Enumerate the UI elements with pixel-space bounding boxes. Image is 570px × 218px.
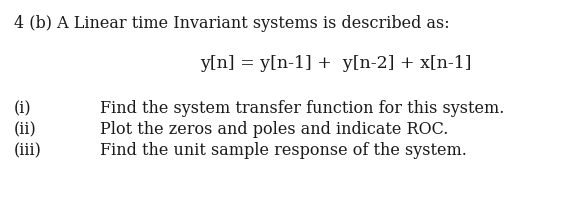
Text: y[n] = y[n-1] +  y[n-2] + x[n-1]: y[n] = y[n-1] + y[n-2] + x[n-1] xyxy=(200,55,471,72)
Text: (i): (i) xyxy=(14,100,31,117)
Text: (ii): (ii) xyxy=(14,121,36,138)
Text: Plot the zeros and poles and indicate ROC.: Plot the zeros and poles and indicate RO… xyxy=(100,121,449,138)
Text: (iii): (iii) xyxy=(14,142,42,159)
Text: Find the system transfer function for this system.: Find the system transfer function for th… xyxy=(100,100,504,117)
Text: 4 (b) A Linear time Invariant systems is described as:: 4 (b) A Linear time Invariant systems is… xyxy=(14,15,450,32)
Text: Find the unit sample response of the system.: Find the unit sample response of the sys… xyxy=(100,142,467,159)
